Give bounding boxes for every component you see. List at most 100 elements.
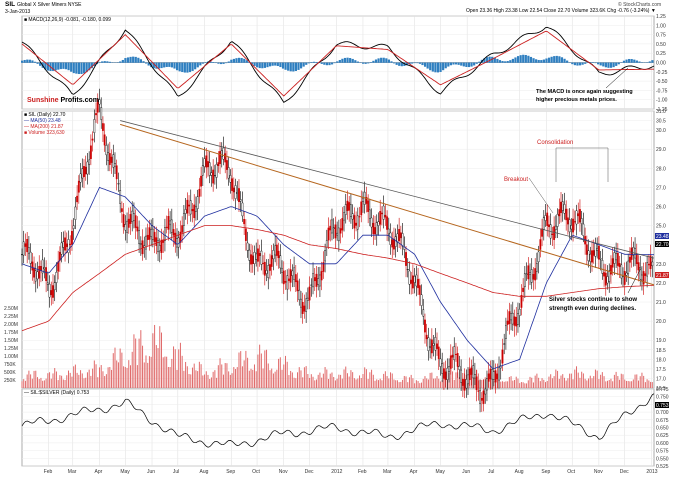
macd-tick-label: 0.75 (656, 33, 666, 39)
volume-bar (71, 376, 73, 388)
macd-histogram-bar (648, 61, 651, 63)
macd-histogram-bar (225, 62, 228, 64)
macd-histogram-bar (475, 62, 478, 64)
candle-body (353, 215, 356, 229)
macd-histogram-bar (237, 57, 241, 63)
candle-body (351, 213, 354, 220)
volume-tick-label: 1.75M (4, 330, 18, 336)
candle-body (548, 224, 550, 228)
candle-body (585, 244, 588, 255)
volume-bar (300, 370, 302, 388)
candle-body (124, 224, 127, 231)
candle-body (193, 204, 196, 219)
candle-body (517, 313, 519, 325)
volume-bar (274, 371, 276, 388)
macd-histogram-bar (511, 58, 514, 63)
macd-histogram-bar (227, 61, 230, 63)
volume-bar (458, 377, 460, 388)
volume-tick-label: 250K (4, 378, 16, 384)
macd-histogram-bar (426, 62, 429, 69)
macd-histogram-bar (80, 62, 83, 74)
candle-body (456, 353, 459, 367)
candle-body (527, 265, 530, 280)
volume-bar (173, 346, 175, 388)
macd-histogram-bar (377, 58, 380, 63)
candle-body (387, 228, 390, 235)
candle-body (105, 145, 108, 156)
macd-histogram-bar (279, 62, 282, 68)
volume-bar (376, 379, 378, 388)
macd-histogram-bar (439, 62, 442, 72)
volume-bar (417, 381, 419, 388)
volume-bar (326, 369, 328, 388)
candle-body (246, 242, 249, 251)
candle-body (196, 196, 199, 209)
candle-body (186, 199, 189, 214)
candle-body (219, 151, 221, 165)
candle-body (91, 138, 94, 141)
candle-body (329, 225, 332, 231)
candle-body (372, 222, 375, 235)
macd-histogram-bar (274, 62, 277, 66)
candle-body (169, 220, 171, 225)
macd-histogram-bar (325, 62, 329, 66)
volume-bar (512, 380, 514, 388)
macd-histogram-bar (560, 57, 564, 63)
candle-body (182, 213, 185, 226)
volume-bar (49, 372, 51, 388)
volume-bar (407, 382, 409, 388)
candle-body (370, 217, 373, 228)
macd-histogram-bar (447, 62, 450, 67)
candle-body (398, 228, 401, 241)
volume-bar (636, 374, 638, 388)
volume-bar (31, 378, 33, 388)
candle-body (422, 309, 425, 317)
volume-bar (214, 370, 216, 388)
candle-body (461, 379, 464, 386)
macd-histogram-bar (630, 59, 633, 63)
volume-bar (284, 355, 286, 388)
macd-tick-label: -0.25 (656, 70, 668, 76)
macd-histogram-bar (467, 62, 471, 68)
macd-histogram-bar (444, 62, 447, 69)
candle-body (560, 201, 562, 214)
volume-bar (290, 370, 292, 388)
macd-histogram-bar (462, 62, 465, 67)
macd-histogram-bar (315, 62, 318, 63)
macd-histogram-bar (258, 62, 261, 69)
candle-body (260, 250, 263, 265)
volume-bar (381, 380, 383, 388)
volume-bar (217, 365, 219, 388)
month-label: Dec (620, 469, 629, 475)
candle-body (176, 238, 178, 248)
macd-tick-label: -0.50 (656, 79, 668, 85)
ma50-line (21, 186, 654, 370)
candle-body (498, 367, 500, 381)
macd-tick-label: 1.00 (656, 23, 666, 29)
candle-body (327, 227, 330, 241)
volume-bar (245, 350, 247, 388)
macd-histogram-bar (75, 62, 78, 74)
candle-body (406, 269, 409, 271)
candle-body (320, 271, 323, 281)
volume-bar (507, 381, 509, 388)
month-label: Aug (515, 469, 524, 475)
candle-body (649, 255, 652, 270)
macd-histogram-bar (212, 62, 215, 63)
candle-body (494, 370, 497, 383)
macd-histogram-bar (431, 62, 434, 72)
candle-body (399, 232, 402, 239)
volume-bar (95, 364, 97, 388)
volume-bar (86, 372, 88, 388)
volume-bar (367, 378, 369, 388)
candle-body (315, 273, 318, 287)
volume-bar (98, 367, 100, 388)
volume-bar (607, 380, 609, 388)
macd-histogram-bar (555, 55, 558, 63)
macd-histogram-bar (535, 59, 538, 63)
volume-bar (526, 383, 528, 388)
candle-body (377, 221, 380, 226)
macd-histogram-bar (483, 58, 486, 63)
candle-body (217, 162, 220, 166)
